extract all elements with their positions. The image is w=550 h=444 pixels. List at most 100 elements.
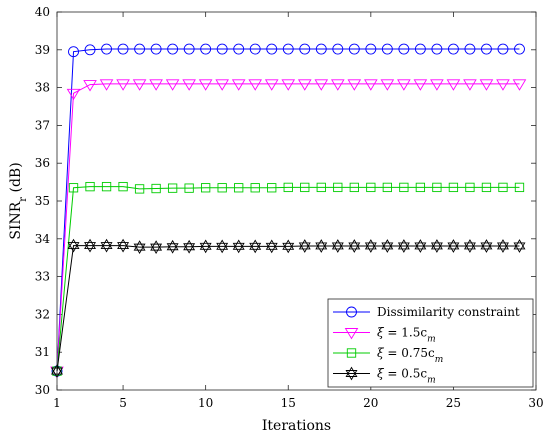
y-axis-title-subscript: r: [18, 197, 29, 202]
data-point: [199, 239, 212, 254]
data-point: [479, 79, 494, 91]
marker-triangle-part: [282, 239, 295, 250]
data-point: [149, 79, 163, 91]
data-point: [314, 79, 329, 91]
x-tick-label: 20: [363, 396, 378, 410]
data-point: [150, 240, 163, 255]
y-tick-label: 32: [35, 307, 50, 321]
marker-triangle-part: [480, 242, 493, 253]
data-point: [165, 79, 180, 91]
data-point: [447, 43, 459, 55]
data-point: [249, 43, 261, 55]
marker-triangle-part: [265, 239, 278, 250]
legend-entry-1: Dissimilarity constraint: [333, 305, 520, 319]
marker-triangle-part: [315, 239, 328, 250]
marker-triangle-part: [232, 239, 245, 250]
data-point: [133, 240, 146, 255]
x-tick-label: 5: [119, 396, 127, 410]
data-point: [183, 239, 196, 254]
data-point: [297, 79, 312, 91]
y-tick-label: 37: [35, 118, 50, 132]
marker-triangle-part: [282, 242, 295, 254]
series-line: [56, 48, 520, 372]
data-point: [399, 182, 409, 193]
data-point: [167, 43, 179, 55]
legend-entry-3: ξ = 0.75cm: [333, 346, 443, 365]
data-point: [381, 239, 394, 253]
data-point: [348, 43, 360, 55]
marker-triangle-part: [100, 238, 113, 250]
y-tick-label: 39: [35, 43, 50, 57]
marker-triangle-part: [348, 242, 361, 253]
x-tick-label: 15: [281, 396, 296, 410]
marker-triangle-part: [414, 239, 427, 250]
y-tick-label: 33: [35, 270, 50, 284]
series-2: [50, 79, 527, 378]
data-point: [134, 184, 145, 194]
y-tick-label: 36: [35, 156, 50, 170]
legend-marker: [345, 366, 358, 381]
series-3: [52, 181, 525, 376]
data-point: [496, 79, 510, 91]
data-point: [282, 43, 294, 55]
marker-triangle-part: [216, 242, 229, 254]
legend-entry-4: ξ = 0.5cm: [333, 367, 436, 386]
data-point: [117, 238, 130, 253]
data-point: [68, 46, 79, 58]
marker-triangle-part: [430, 239, 443, 250]
y-tick-label: 34: [35, 232, 51, 246]
data-point: [415, 182, 426, 193]
data-point: [465, 182, 475, 193]
marker-triangle-part: [463, 239, 476, 250]
data-point: [233, 43, 245, 55]
data-point: [364, 79, 378, 91]
marker-triangle-part: [364, 242, 377, 253]
data-point: [200, 43, 212, 55]
data-point: [382, 182, 392, 193]
marker-triangle-part: [183, 243, 196, 254]
marker-triangle-part: [84, 238, 97, 250]
data-point: [281, 79, 296, 91]
marker-triangle-part: [397, 239, 410, 250]
marker-triangle-part: [67, 238, 80, 250]
marker-triangle-part: [84, 242, 97, 253]
marker-triangle-part: [133, 240, 146, 251]
data-point: [299, 43, 311, 55]
data-point: [184, 183, 194, 193]
data-point: [250, 183, 260, 193]
marker-triangle-part: [345, 366, 358, 377]
data-point: [431, 43, 443, 55]
data-point: [414, 239, 427, 253]
data-point: [463, 79, 477, 91]
marker-triangle-part: [364, 239, 377, 250]
data-point: [52, 366, 62, 376]
marker-triangle-part: [117, 242, 130, 253]
data-point: [448, 182, 459, 193]
legend-label-value: = 1.5c: [384, 326, 428, 340]
data-point: [150, 43, 162, 55]
data-point: [99, 79, 114, 91]
data-point: [298, 239, 311, 253]
series-line: [56, 245, 520, 372]
marker-triangle-part: [414, 242, 427, 253]
data-point: [68, 183, 79, 193]
legend-label: ξ = 1.5cm: [377, 326, 436, 345]
marker-triangle-part: [496, 242, 509, 253]
data-point: [364, 239, 377, 253]
data-point: [347, 79, 362, 91]
data-point: [446, 79, 461, 91]
marker-triangle-part: [100, 242, 113, 253]
legend-label-symbol: ξ: [377, 346, 385, 360]
data-point: [216, 239, 229, 254]
y-tick-label: 38: [35, 81, 50, 95]
data-point: [432, 182, 442, 193]
marker-triangle-part: [199, 239, 212, 250]
data-point: [498, 182, 508, 193]
y-axis-title: SINRr (dB): [8, 162, 29, 239]
data-point: [282, 239, 295, 254]
data-point: [234, 183, 244, 193]
legend-label-symbol: ξ: [377, 367, 385, 381]
marker-triangle-part: [183, 239, 196, 251]
